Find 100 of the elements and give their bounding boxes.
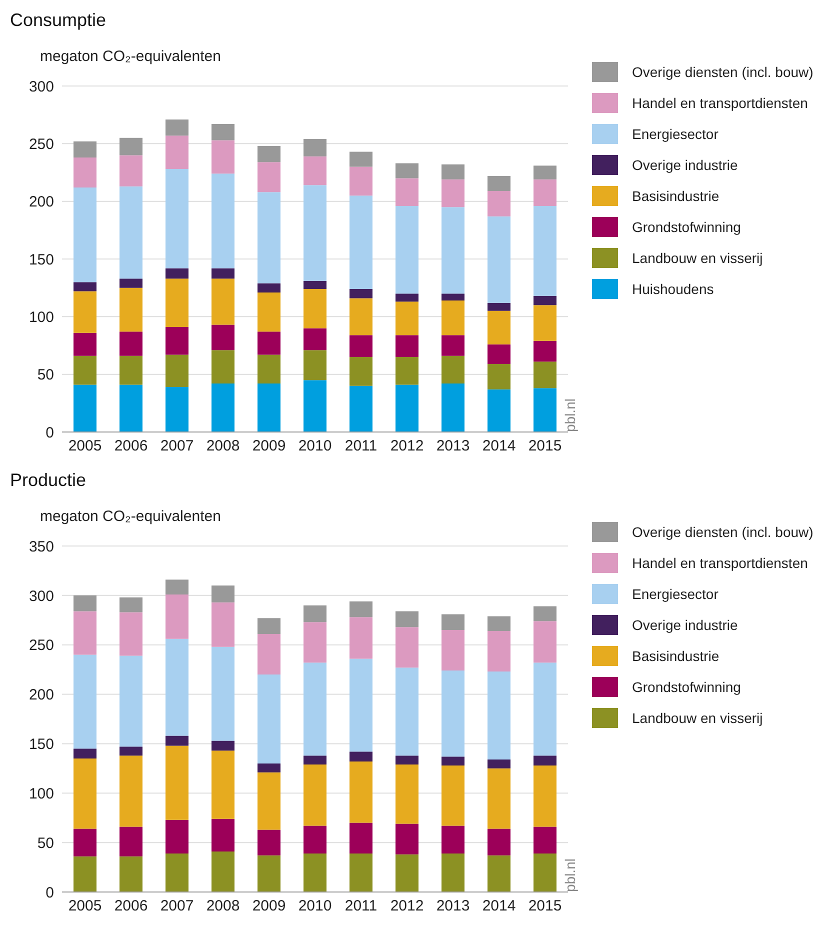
legend-label: Landbouw en visserij — [632, 250, 763, 266]
bar — [534, 296, 556, 306]
x-tick-label: 2007 — [160, 898, 194, 915]
bar — [120, 656, 142, 747]
bar — [350, 335, 372, 358]
bar — [396, 178, 418, 206]
y-axis-title: megaton CO₂-equivalenten — [40, 48, 221, 65]
bar — [442, 294, 464, 301]
bar — [212, 140, 234, 174]
bar — [350, 853, 372, 892]
chart-title: Productie — [10, 470, 86, 491]
bar — [74, 187, 96, 282]
y-tick-label: 250 — [28, 136, 54, 153]
x-tick-label: 2005 — [68, 898, 102, 915]
bar — [212, 384, 234, 432]
x-tick-label: 2014 — [482, 438, 516, 455]
bar — [304, 662, 326, 756]
bar — [258, 772, 280, 830]
y-tick-label: 300 — [28, 78, 54, 96]
bar — [534, 621, 556, 663]
bar — [166, 354, 188, 388]
bar — [488, 389, 510, 432]
bar — [350, 386, 372, 432]
bar — [534, 826, 556, 854]
legend-label: Huishoudens — [632, 280, 714, 296]
bar — [396, 611, 418, 628]
bar — [166, 746, 188, 820]
y-tick-label: 200 — [28, 686, 54, 704]
bar — [350, 822, 372, 854]
y-tick-label: 50 — [37, 834, 54, 852]
bar — [212, 740, 234, 751]
bar — [166, 278, 188, 328]
bar — [74, 291, 96, 333]
bar — [534, 756, 556, 766]
bar — [212, 851, 234, 892]
bar — [166, 820, 188, 854]
bar — [120, 278, 142, 288]
bar — [534, 662, 556, 756]
bar — [258, 292, 280, 332]
bar — [396, 384, 418, 432]
bar — [396, 335, 418, 358]
bar — [488, 672, 510, 760]
bar — [258, 674, 280, 764]
bar — [74, 748, 96, 759]
bar — [212, 278, 234, 325]
bar — [488, 190, 510, 216]
bar — [442, 164, 464, 180]
bar — [304, 622, 326, 663]
bar — [350, 752, 372, 762]
x-tick-label: 2013 — [436, 898, 470, 915]
bar — [166, 736, 188, 746]
bar — [304, 328, 326, 350]
bar — [488, 631, 510, 672]
bar — [166, 638, 188, 736]
bar — [120, 826, 142, 856]
bar — [258, 763, 280, 772]
bar — [488, 216, 510, 303]
bar — [74, 654, 96, 749]
y-tick-label: 350 — [28, 538, 54, 556]
bar — [304, 288, 326, 328]
x-tick-label: 2009 — [252, 438, 286, 455]
bar — [166, 119, 188, 136]
annotation: pbl.nl — [562, 398, 578, 432]
bar — [534, 388, 556, 432]
bar — [534, 305, 556, 341]
bar — [212, 646, 234, 741]
y-tick-label: 100 — [28, 308, 54, 326]
y-tick-label: 300 — [28, 588, 54, 605]
bar — [488, 855, 510, 892]
chart-title: Consumptie — [10, 10, 106, 31]
bar — [258, 830, 280, 856]
bar — [350, 152, 372, 167]
bar — [350, 658, 372, 752]
bar — [396, 627, 418, 668]
legend-label: Energiesector — [632, 586, 718, 602]
legend-label: Energiesector — [632, 126, 718, 142]
bar — [120, 288, 142, 332]
bar — [258, 192, 280, 284]
bar — [442, 756, 464, 766]
y-axis-title: megaton CO₂-equivalenten — [40, 508, 221, 525]
legend-label: Overige diensten (incl. bouw) — [632, 64, 814, 80]
x-tick-label: 2008 — [206, 898, 240, 915]
x-tick-label: 2012 — [390, 898, 424, 915]
bar — [488, 616, 510, 632]
bar — [74, 758, 96, 829]
bar — [258, 618, 280, 634]
bar — [396, 854, 418, 892]
bar — [166, 853, 188, 892]
bar — [120, 332, 142, 356]
legend-label: Overige industrie — [632, 616, 738, 632]
y-tick-label: 0 — [46, 884, 54, 902]
x-tick-label: 2015 — [528, 438, 562, 455]
legend-label: Overige industrie — [632, 156, 738, 172]
bar — [212, 124, 234, 140]
legend-label: Grondstofwinning — [632, 218, 741, 234]
bar — [258, 354, 280, 384]
bar — [166, 387, 188, 432]
bar — [258, 146, 280, 162]
legend-label: Handel en transportdiensten — [632, 554, 808, 570]
x-tick-label: 2010 — [298, 898, 332, 915]
